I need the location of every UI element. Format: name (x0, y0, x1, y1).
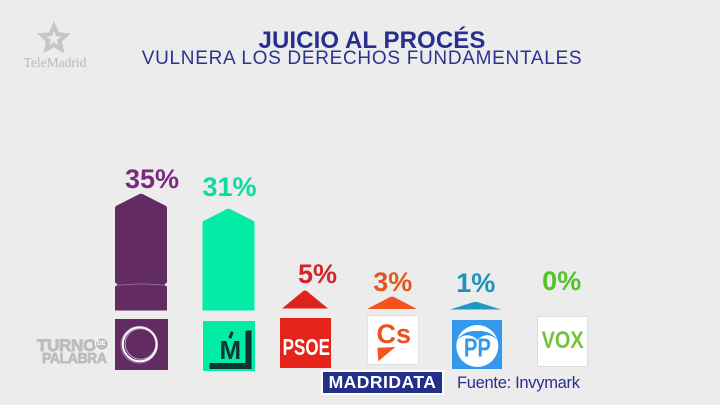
svg-text:M: M (219, 335, 241, 365)
svg-text:PP: PP (464, 333, 491, 362)
